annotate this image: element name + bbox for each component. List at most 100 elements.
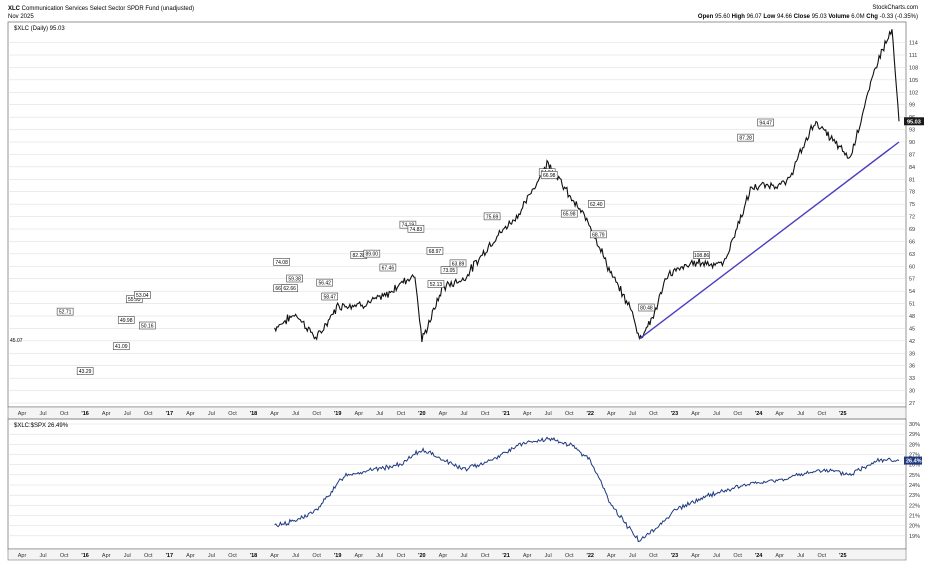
price-y-tick: 105	[909, 78, 918, 84]
price-y-tick: 78	[909, 190, 915, 196]
x-axis-tick: '22	[587, 411, 594, 417]
price-y-tick: 81	[909, 177, 915, 183]
x-axis-tick: '17	[166, 553, 173, 559]
price-y-tick: 33	[909, 376, 915, 382]
price-y-tick: 66	[909, 239, 915, 245]
x-axis-tick: '23	[671, 553, 678, 559]
x-axis-tick: Oct	[818, 553, 827, 559]
x-axis-tick: '23	[671, 411, 678, 417]
x-axis-tick: Oct	[312, 411, 321, 417]
ratio-panel: 30% 29% 28% 27% 26% 25% 24% 23% 22% 21% 20% 19% $XL…	[7, 418, 922, 550]
ratio-y-tick: 22%	[909, 503, 920, 509]
price-y-tick: 36	[909, 364, 915, 370]
ratio-last-tag	[904, 456, 922, 465]
price-annotation-box	[379, 263, 397, 272]
ratio-y-tick: 30%	[909, 422, 920, 428]
price-annotation: 62.40	[590, 202, 603, 208]
x-axis-tick: Apr	[102, 411, 111, 417]
x-axis-tick: '16	[81, 553, 88, 559]
x-axis-tick: Oct	[228, 411, 237, 417]
ratio-y-tick: 27%	[909, 453, 920, 459]
trendline-support	[638, 141, 900, 340]
x-axis-tick: '18	[250, 411, 257, 417]
x-axis-tick: Oct	[733, 411, 742, 417]
price-y-tick: 114	[909, 41, 918, 47]
x-axis-tick: Jul	[208, 411, 215, 417]
start-value-label: 45.07	[10, 338, 23, 344]
price-line	[274, 29, 900, 343]
price-annotation-box	[426, 247, 444, 255]
price-y-tick: 87	[909, 152, 915, 158]
price-y-tick: 90	[909, 140, 915, 146]
price-y-tick: 72	[909, 215, 915, 221]
price-annotation: 58.47	[323, 295, 336, 301]
x-axis-tick: Jul	[460, 553, 467, 559]
price-annotation: 50.16	[141, 324, 154, 330]
chart-title: XLC Communication Services Select Sector…	[8, 6, 194, 12]
x-axis-tick: '21	[502, 411, 509, 417]
price-series: 45.07 95.03	[10, 29, 924, 344]
last-price-label: 95.03	[907, 119, 921, 125]
x-axis-tick: Oct	[60, 411, 69, 417]
x-axis-tick: Jul	[124, 553, 131, 559]
x-axis-tick: Apr	[691, 411, 700, 417]
price-annotation: 53.04	[136, 293, 149, 299]
x-axis-tick: Oct	[565, 411, 574, 417]
x-axis-tick: Apr	[354, 411, 363, 417]
x-axis-tick: Apr	[270, 411, 279, 417]
price-stats: Open 95.60 High 96.07 Low 94.66 Close 95…	[698, 14, 918, 20]
price-annotation: 74.08	[275, 260, 288, 266]
x-axis-top: Apr Jul Oct '16 Apr Jul Oct '17 Apr Jul Oct '18 Apr J…	[18, 411, 847, 417]
x-axis-tick: '24	[755, 411, 763, 417]
ratio-y-tick: 24%	[909, 483, 920, 489]
x-axis-tick: Apr	[270, 553, 279, 559]
price-y-tick: 102	[909, 90, 918, 96]
price-y-tick: 75	[909, 202, 915, 208]
x-axis-tick: Jul	[292, 411, 299, 417]
ratio-last-label: 26.4%	[906, 459, 922, 465]
price-y-tick: 51	[909, 302, 915, 308]
price-y-tick: 111	[909, 53, 917, 59]
x-axis-tick: '25	[839, 553, 846, 559]
ratio-y-tick: 19%	[909, 534, 920, 540]
x-axis-tick: '20	[418, 553, 425, 559]
x-axis-tick: Jul	[208, 553, 215, 559]
price-annotation: 108.86	[694, 253, 710, 259]
x-axis-tick: Oct	[144, 411, 153, 417]
x-axis-tick: Oct	[818, 411, 827, 417]
x-axis-tick: Jul	[460, 411, 467, 417]
price-annotation: 68.97	[429, 249, 442, 255]
x-axis-tick: Oct	[649, 411, 658, 417]
ratio-y-tick: 29%	[909, 432, 920, 438]
price-annotation-box	[440, 266, 458, 275]
price-y-tick: 54	[909, 289, 915, 295]
price-annotations: 52.7143.2949.9841.0955.9350.1653.0466.68…	[56, 118, 774, 375]
x-axis-tick: '25	[839, 411, 846, 417]
x-axis-tick: Apr	[439, 553, 448, 559]
price-annotation: 75.69	[486, 214, 499, 220]
x-axis-tick: Apr	[354, 553, 363, 559]
x-axis-tick: '21	[502, 553, 509, 559]
price-annotation: 94.47	[759, 121, 772, 127]
price-y-tick: 93	[909, 128, 915, 134]
x-axis-tick: '22	[587, 553, 594, 559]
x-axis-tick: Oct	[733, 553, 742, 559]
price-annotation-box	[76, 367, 94, 375]
x-axis-tick: Apr	[691, 553, 700, 559]
price-annotation: 87.28	[739, 136, 752, 142]
price-annotation: 89.00	[366, 252, 379, 258]
price-y-tick: 99	[909, 103, 915, 109]
price-annotation-box	[316, 278, 334, 287]
x-axis-tick: Apr	[607, 553, 616, 559]
x-axis-tick: Apr	[607, 411, 616, 417]
price-y-tick: 42	[909, 339, 915, 345]
x-axis-tick: Jul	[713, 553, 720, 559]
price-y-axis: 1141111081051029996939087848178757269666…	[909, 41, 918, 407]
x-axis-tick: '16	[81, 411, 88, 417]
price-y-tick: 108	[909, 65, 918, 71]
price-annotation: 82.28	[353, 253, 366, 259]
price-annotation-box	[560, 209, 578, 218]
x-axis-tick: Apr	[775, 553, 784, 559]
price-annotation-box	[117, 316, 135, 324]
x-axis-tick: Jul	[713, 411, 720, 417]
